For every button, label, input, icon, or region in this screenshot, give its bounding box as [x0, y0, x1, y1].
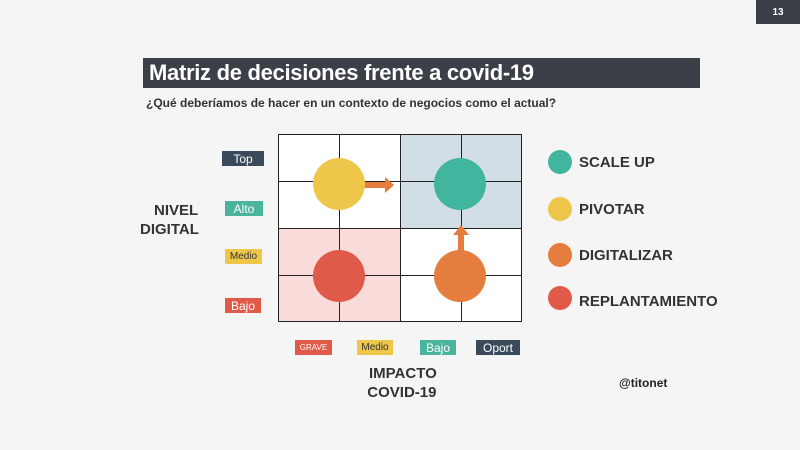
- x-level-oport: Oport: [476, 340, 520, 355]
- y-level-alto: Alto: [225, 201, 263, 216]
- digitalizar-circle: [434, 250, 486, 302]
- grid-line: [521, 134, 522, 322]
- x-axis-title-line1: IMPACTO: [369, 365, 437, 382]
- x-level-medio: Medio: [357, 340, 393, 355]
- grid-line: [339, 134, 340, 322]
- replantamiento-circle: [313, 250, 365, 302]
- x-level-grave: GRAVE: [295, 340, 332, 355]
- legend-label-digitalizar: DIGITALIZAR: [579, 247, 673, 264]
- scale-up-circle: [434, 158, 486, 210]
- digitalize-arrow-head: [453, 225, 469, 235]
- x-axis-title: IMPACTO COVID-19: [367, 364, 437, 402]
- slide-subtitle: ¿Qué deberíamos de hacer en un contexto …: [146, 96, 557, 110]
- y-axis-title-line1: NIVEL: [154, 202, 199, 219]
- slide-title: Matriz de decisiones frente a covid-19: [143, 58, 700, 88]
- legend-dot-pivotar: [548, 197, 572, 221]
- pivot-arrow-head: [385, 177, 394, 193]
- y-axis-title: NIVEL DIGITAL: [140, 201, 199, 239]
- grid-line: [278, 134, 279, 322]
- y-level-top: Top: [222, 151, 264, 166]
- pivotar-circle: [313, 158, 365, 210]
- x-axis-title-line2: COVID-19: [367, 384, 437, 401]
- legend-dot-scale-up: [548, 150, 572, 174]
- digitalize-arrow-shaft: [458, 234, 464, 258]
- decision-matrix: [278, 134, 522, 322]
- y-axis-title-line2: DIGITAL: [140, 221, 199, 238]
- legend-label-scale-up: SCALE UP: [579, 154, 655, 171]
- x-level-bajo: Bajo: [420, 340, 456, 355]
- legend-dot-digitalizar: [548, 243, 572, 267]
- legend-label-replantamiento: REPLANTAMIENTO: [579, 293, 718, 310]
- pivot-arrow-shaft: [362, 182, 386, 188]
- legend-dot-replantamiento: [548, 286, 572, 310]
- y-level-bajo: Bajo: [225, 298, 261, 313]
- page-number: 13: [756, 0, 800, 24]
- author-handle: @titonet: [619, 376, 668, 390]
- y-level-medio: Medio: [225, 249, 262, 264]
- grid-line: [400, 134, 401, 322]
- legend-label-pivotar: PIVOTAR: [579, 201, 645, 218]
